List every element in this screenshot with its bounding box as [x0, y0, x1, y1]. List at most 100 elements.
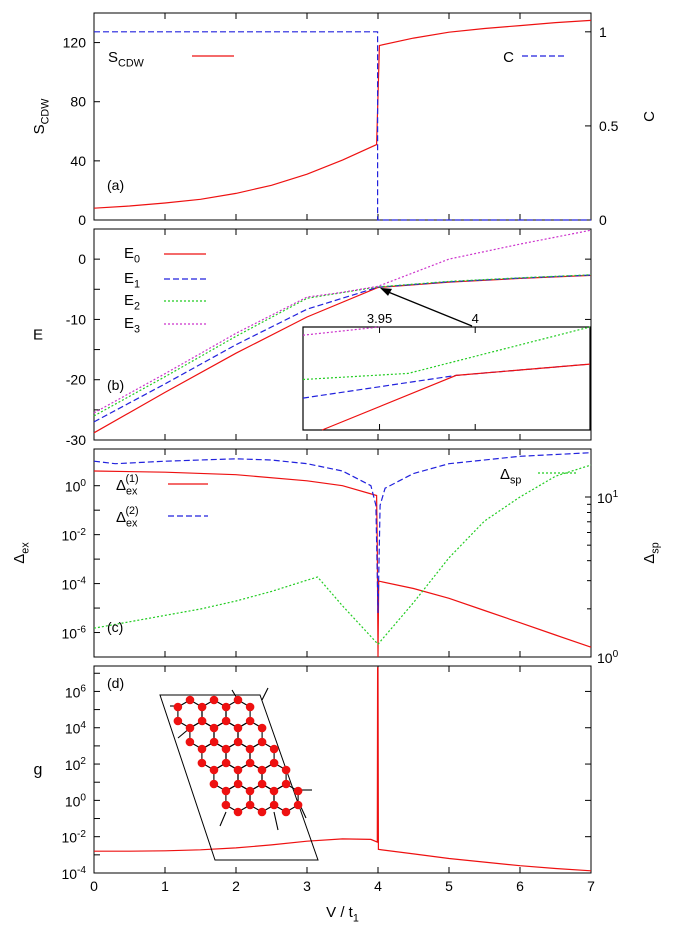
lattice-site — [197, 744, 207, 754]
y-tick-label: 106 — [65, 684, 87, 701]
legend-label-c: C — [503, 49, 514, 66]
lattice-cell-outline — [159, 694, 319, 861]
panel-label-d: (d) — [107, 675, 124, 691]
inset-series-line-3 — [321, 363, 591, 431]
lattice-bond — [261, 687, 269, 701]
y-right-tick-label: 101 — [597, 489, 619, 506]
lattice-site — [185, 695, 195, 705]
lattice-site — [233, 737, 243, 747]
plot-frame-a — [93, 12, 592, 221]
legend-label-e1: E1 — [124, 270, 140, 291]
arrow-shaft — [382, 289, 473, 327]
lattice-site — [209, 737, 219, 747]
lattice-site — [245, 786, 255, 796]
lattice-site — [197, 758, 207, 768]
y-tick-label: -20 — [66, 372, 86, 388]
x-tick-label: 6 — [516, 878, 524, 894]
lattice-bond — [219, 811, 227, 827]
x-tick-label: 7 — [587, 878, 595, 894]
inset-series-line-0 — [302, 326, 380, 336]
lattice-site — [185, 737, 195, 747]
lattice-site — [233, 723, 243, 733]
lattice-site — [221, 786, 231, 796]
lattice-site — [257, 723, 267, 733]
panel-label-c: (c) — [107, 619, 123, 635]
y-right-tick-label: 0 — [599, 212, 607, 228]
y-right-tick-label: 100 — [597, 649, 619, 666]
inset-x-tick-label: 3.95 — [367, 311, 392, 326]
y-axis-title-c: Δex — [11, 542, 32, 564]
plot-frame-d — [93, 665, 592, 874]
lattice-site — [269, 786, 279, 796]
lattice-site — [209, 779, 219, 789]
y-tick-label: 10-2 — [61, 527, 86, 544]
legend-label-e3: E3 — [124, 315, 140, 336]
inset-series-line-1 — [302, 326, 591, 381]
series-line-b-3 — [93, 229, 592, 414]
lattice-site — [245, 702, 255, 712]
lattice-site — [233, 765, 243, 775]
inset-x-tick-label: 4 — [472, 311, 479, 326]
lattice-site — [293, 786, 303, 796]
lattice-site — [281, 779, 291, 789]
lattice-site — [269, 744, 279, 754]
x-tick-label: 2 — [232, 878, 240, 894]
inset-frame — [302, 326, 591, 431]
lattice-site — [173, 702, 183, 712]
panel-label-b: (b) — [107, 377, 124, 393]
lattice-site — [221, 716, 231, 726]
y-axis-title-d: g — [34, 762, 43, 779]
y-tick-label: 10-4 — [61, 865, 86, 882]
series-line-a-1 — [94, 31, 591, 221]
series-line-d-0 — [94, 667, 592, 872]
y-right-axis-title-c: Δsp — [641, 542, 662, 563]
y-tick-label: 100 — [65, 792, 87, 809]
lattice-site — [185, 723, 195, 733]
lattice-site — [197, 702, 207, 712]
lattice-site — [257, 765, 267, 775]
y-tick-label: -30 — [66, 432, 86, 448]
y-tick-label: 104 — [65, 720, 87, 737]
y-tick-label: 102 — [65, 756, 87, 773]
lattice-site — [257, 737, 267, 747]
lattice-site — [221, 758, 231, 768]
y-right-tick-label: 1 — [599, 24, 607, 40]
lattice-site — [221, 702, 231, 712]
lattice-site — [173, 716, 183, 726]
x-tick-label: 5 — [445, 878, 453, 894]
lattice-site — [245, 716, 255, 726]
lattice-site — [233, 807, 243, 817]
y-tick-label: 0 — [78, 251, 86, 267]
lattice-site — [257, 807, 267, 817]
y-tick-label: 10-2 — [61, 829, 86, 846]
lattice-site — [197, 716, 207, 726]
legend-label-delta-ex1: Δex(1) — [116, 473, 139, 498]
y-axis-title-b: E — [33, 327, 43, 344]
panel-label-a: (a) — [107, 177, 124, 193]
lattice-site — [281, 765, 291, 775]
plot-frame-b — [93, 228, 592, 441]
inset-plot: 3.95 4 — [302, 311, 591, 431]
lattice-site — [221, 800, 231, 810]
lattice-site — [209, 765, 219, 775]
lattice-site — [233, 779, 243, 789]
lattice-site — [245, 800, 255, 810]
lattice-inset — [159, 687, 319, 861]
lattice-site — [245, 744, 255, 754]
x-tick-label: 1 — [161, 878, 169, 894]
lattice-site — [281, 807, 291, 817]
series-line-a-0 — [93, 19, 592, 209]
legend-label-delta-ex2: Δex(2) — [116, 505, 139, 530]
lattice-site — [269, 758, 279, 768]
y-tick-label: 40 — [70, 153, 86, 169]
x-axis-title: V / t1 — [326, 904, 359, 925]
lattice-site — [245, 758, 255, 768]
y-tick-label: 10-4 — [61, 576, 86, 593]
y-right-axis-title-a: C — [641, 111, 658, 122]
y-tick-label: 80 — [70, 94, 86, 110]
y-tick-label: -10 — [66, 311, 86, 327]
legend-label-e0: E0 — [124, 245, 140, 266]
legend-label-s-cdw: SCDW — [108, 49, 145, 70]
y-tick-label: 120 — [63, 35, 87, 51]
